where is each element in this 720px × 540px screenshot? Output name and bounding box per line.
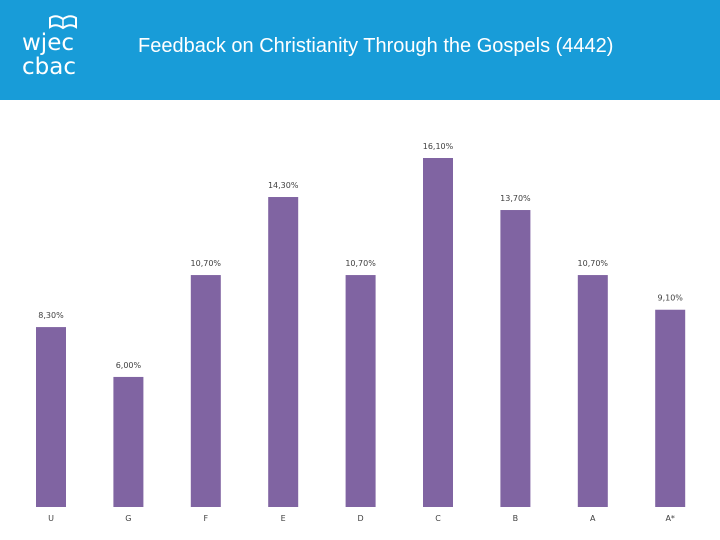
bar-U	[36, 327, 66, 507]
header-banner: wjec cbac Feedback on Christianity Throu…	[0, 0, 720, 100]
grade-distribution-chart: 8,30% U 6,00% G 10,70% F 14,30% E 10,70% D 16,10% C…	[0, 100, 720, 540]
value-label: 6,00%	[116, 361, 142, 370]
category-label: E	[281, 514, 286, 523]
bar-D	[345, 275, 376, 507]
value-label: 13,70%	[500, 194, 531, 203]
category-label: B	[513, 514, 519, 523]
bar-G	[113, 376, 144, 507]
value-label: 9,10%	[657, 294, 683, 303]
value-label: 10,70%	[578, 259, 609, 268]
value-label: 10,70%	[191, 259, 222, 268]
category-label: F	[203, 514, 208, 523]
page-title: Feedback on Christianity Through the Gos…	[138, 35, 614, 57]
value-label: 8,30%	[38, 311, 64, 320]
category-label: U	[48, 514, 54, 523]
logo-text-cbac: cbac	[22, 54, 76, 80]
bar-E	[268, 197, 299, 508]
bar-chart-svg: 8,30% U 6,00% G 10,70% F 14,30% E 10,70% D 16,10% C…	[36, 142, 686, 523]
bar-A*	[655, 309, 686, 507]
bar-B	[500, 210, 531, 507]
logo-text-wjec: wjec	[22, 30, 74, 56]
category-label: C	[435, 514, 441, 523]
open-book-icon	[49, 15, 77, 30]
value-label: 10,70%	[345, 259, 376, 268]
category-label: A	[590, 514, 596, 523]
value-label: 14,30%	[268, 181, 299, 190]
category-label: D	[358, 514, 364, 523]
value-label: 16,10%	[423, 142, 454, 151]
bar-C	[423, 158, 453, 507]
bar-F	[190, 275, 221, 507]
category-label: A*	[665, 514, 674, 523]
category-label: G	[125, 514, 131, 523]
wjec-cbac-logo: wjec cbac	[18, 14, 88, 86]
bar-A	[577, 275, 608, 507]
